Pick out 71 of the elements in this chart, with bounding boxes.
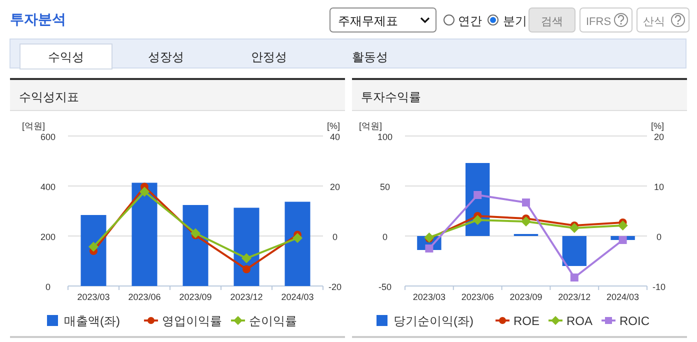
legend-label: ROIC xyxy=(620,314,650,328)
bar xyxy=(132,182,158,286)
bar xyxy=(182,205,208,286)
text: 투자분석 xyxy=(10,11,66,27)
point xyxy=(425,244,434,252)
bar xyxy=(284,202,310,286)
text: 활동성 xyxy=(352,50,388,64)
point xyxy=(618,220,628,230)
legend-label: ROA xyxy=(566,314,593,328)
point xyxy=(242,253,252,264)
x-tick-label: 2024/03 xyxy=(606,292,640,302)
y2-tick-label: 10 xyxy=(654,182,664,192)
y2-tick-label: 0 xyxy=(656,232,662,242)
bar xyxy=(234,208,260,286)
x-tick-label: 2024/03 xyxy=(281,292,314,302)
y-axis-title: [억원] xyxy=(359,121,382,131)
y-tick-label: 400 xyxy=(40,182,56,192)
legend-label: 당기순이익(좌) xyxy=(394,314,474,328)
y-tick-label: 100 xyxy=(377,132,393,142)
y2-tick-label: 40 xyxy=(330,132,340,142)
x-tick-label: 2023/09 xyxy=(510,292,542,302)
y-tick-label: 600 xyxy=(40,132,56,142)
y-tick-label: 0 xyxy=(45,282,51,292)
chart-title: 수익성지표 xyxy=(19,90,79,104)
x-tick-label: 2023/03 xyxy=(77,292,110,302)
legend-label: ROE xyxy=(514,314,540,328)
legend-label: 매출액(좌) xyxy=(64,314,120,328)
text: IFRS xyxy=(586,16,612,28)
y-tick-label: 0 xyxy=(382,232,388,242)
y2-tick-label: -10 xyxy=(652,282,666,292)
y-tick-label: 200 xyxy=(40,232,56,242)
chart-title: 투자수익률 xyxy=(361,90,421,104)
x-tick-label: 2023/06 xyxy=(461,292,494,302)
y2-axis-title: [%] xyxy=(327,121,340,131)
point xyxy=(88,242,98,252)
point xyxy=(474,191,482,199)
point xyxy=(190,228,200,238)
x-tick-label: 2023/12 xyxy=(558,292,591,302)
x-tick-label: 2023/12 xyxy=(230,292,263,302)
y-tick-label: 50 xyxy=(380,182,390,192)
y2-tick-label: -20 xyxy=(328,282,342,292)
point xyxy=(522,198,530,206)
legend-label: 순이익률 xyxy=(249,314,297,328)
y-axis-title: [억원] xyxy=(22,121,46,131)
point xyxy=(472,215,483,225)
x-tick-label: 2023/06 xyxy=(128,292,161,302)
point xyxy=(242,265,250,274)
text: 안정성 xyxy=(251,50,287,64)
point xyxy=(292,233,302,243)
y2-tick-label: 20 xyxy=(330,182,340,192)
text: 연간 xyxy=(458,14,482,28)
x-tick-label: 2023/03 xyxy=(412,292,446,302)
bar xyxy=(562,236,586,266)
point xyxy=(569,223,580,233)
text: 성장성 xyxy=(148,50,184,64)
x-tick-label: 2023/09 xyxy=(179,292,212,302)
y2-tick-label: 20 xyxy=(654,132,664,142)
text: 분기 xyxy=(503,14,527,28)
y2-tick-label: 0 xyxy=(332,232,338,242)
point xyxy=(570,274,578,282)
point xyxy=(521,216,531,226)
point xyxy=(140,186,150,197)
text: 수익성 xyxy=(48,50,84,64)
point xyxy=(618,236,627,244)
legend-label: 영업이익률 xyxy=(162,314,222,328)
y-tick-label: -50 xyxy=(378,282,392,292)
text: 검색 xyxy=(541,16,563,28)
bar xyxy=(80,215,106,286)
text: 산식 xyxy=(643,16,665,28)
text: 주재무제표 xyxy=(338,14,398,28)
y2-axis-title: [%] xyxy=(651,121,664,131)
